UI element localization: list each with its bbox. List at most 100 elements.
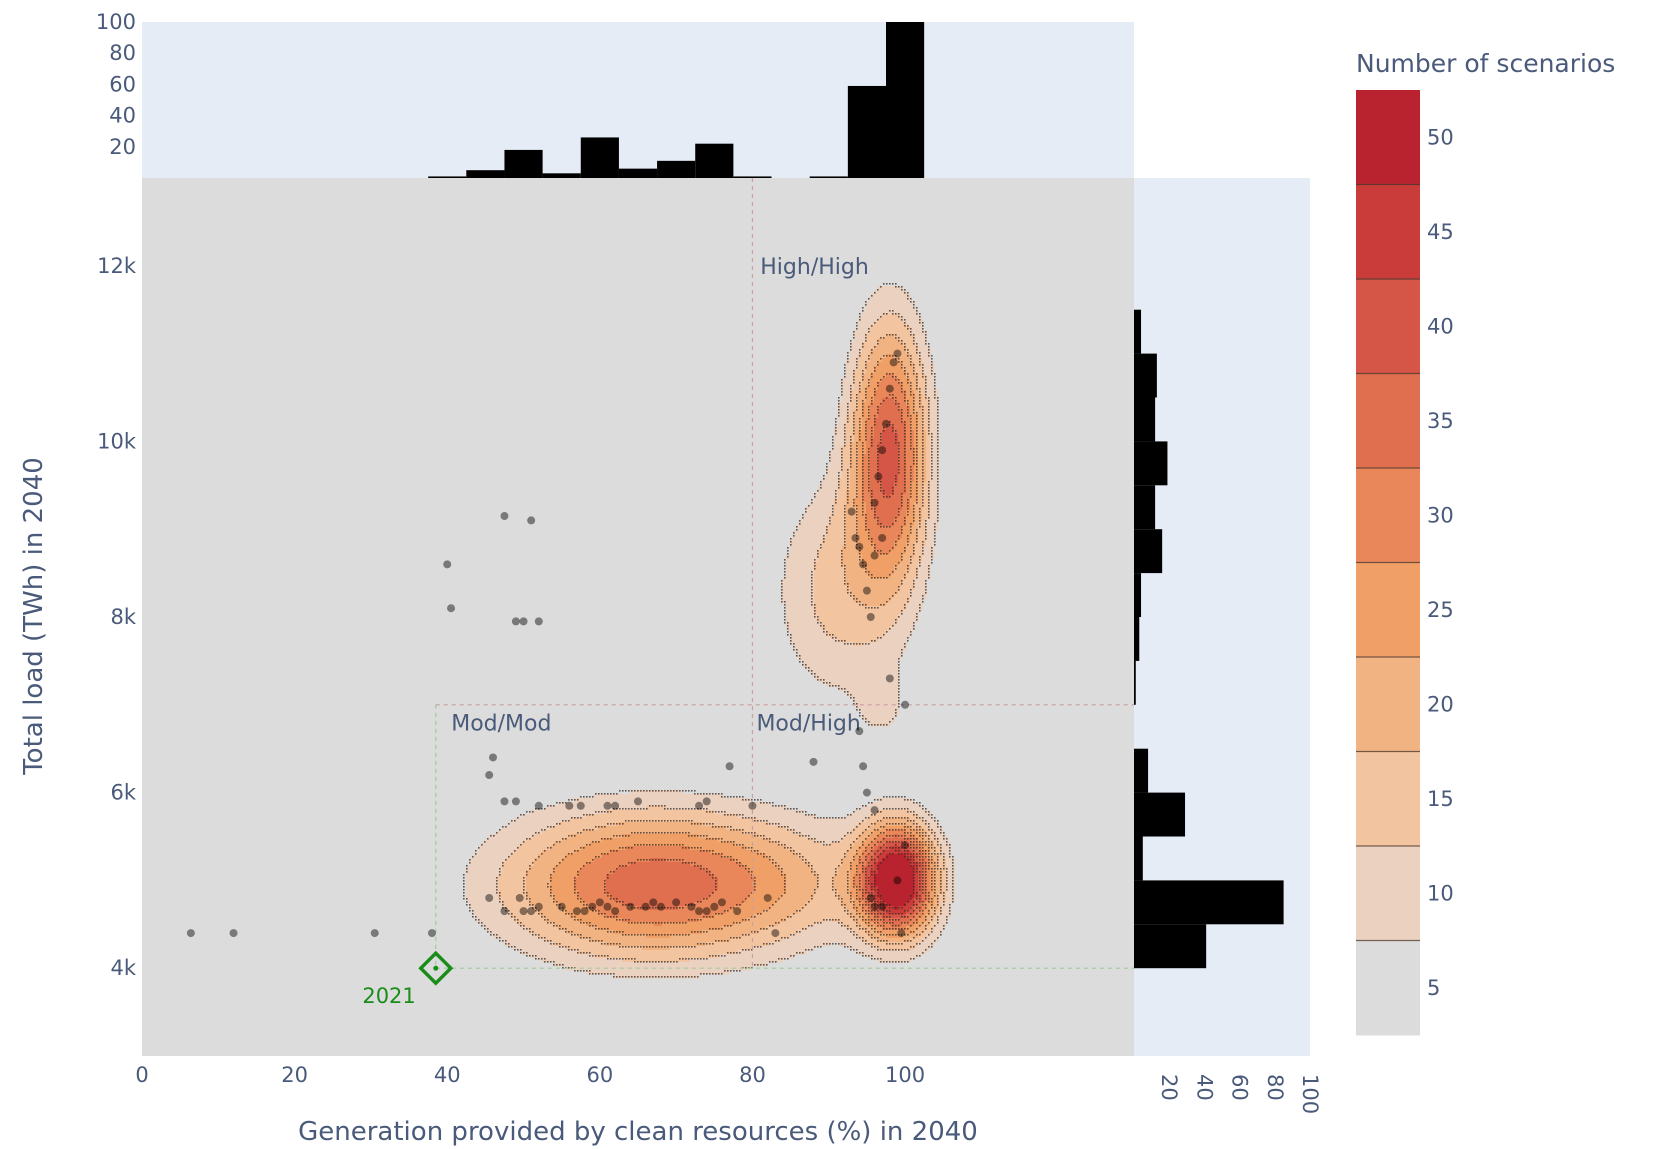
contour-line	[709, 838, 711, 840]
contour-line	[505, 910, 507, 912]
contour-line	[529, 898, 531, 900]
contour-line	[607, 931, 609, 933]
contour-line	[574, 817, 576, 819]
contour-line	[916, 418, 918, 420]
contour-line	[673, 946, 675, 948]
contour-line	[928, 496, 930, 498]
contour-line	[634, 946, 636, 948]
contour-line	[865, 394, 867, 396]
contour-line	[634, 976, 636, 978]
contour-cell	[862, 562, 899, 567]
contour-line	[754, 835, 756, 837]
contour-line	[574, 889, 576, 891]
contour-cell	[834, 502, 847, 507]
contour-line	[910, 865, 912, 867]
contour-line	[712, 943, 714, 945]
contour-cell	[870, 410, 879, 415]
contour-line	[937, 439, 939, 441]
contour-line	[925, 928, 927, 930]
contour-line	[880, 919, 882, 921]
contour-cell	[558, 802, 771, 807]
contour-line	[883, 961, 885, 963]
contour-line	[475, 916, 477, 918]
contour-line	[859, 352, 861, 354]
right-histogram-bar	[1134, 924, 1207, 969]
contour-cell	[466, 866, 503, 871]
contour-line	[751, 832, 753, 834]
contour-cell	[906, 914, 915, 919]
contour-cell	[926, 478, 931, 483]
contour-line	[871, 439, 873, 441]
contour-cell	[862, 494, 871, 499]
contour-line	[817, 616, 819, 618]
contour-line	[652, 844, 654, 846]
contour-cell	[846, 582, 903, 587]
contour-cell	[526, 870, 555, 875]
contour-line	[673, 832, 675, 834]
contour-line	[505, 907, 507, 909]
contour-cell	[874, 366, 903, 371]
contour-cell	[886, 902, 907, 907]
contour-line	[736, 937, 738, 939]
contour-line	[904, 520, 906, 522]
contour-line	[859, 604, 861, 606]
contour-line	[553, 895, 555, 897]
contour-line	[676, 790, 678, 792]
contour-line	[607, 943, 609, 945]
contour-line	[760, 913, 762, 915]
scatter-point	[733, 907, 742, 916]
contour-cell	[946, 882, 955, 887]
contour-cell	[862, 902, 867, 907]
contour-cell	[866, 370, 875, 375]
contour-cell	[874, 894, 879, 899]
contour-line	[850, 931, 852, 933]
contour-line	[610, 838, 612, 840]
contour-line	[898, 691, 900, 693]
contour-line	[832, 877, 834, 879]
contour-line	[706, 808, 708, 810]
contour-line	[811, 592, 813, 594]
contour-cell	[474, 910, 511, 915]
contour-line	[508, 910, 510, 912]
contour-cell	[878, 286, 903, 291]
contour-cell	[562, 858, 595, 863]
contour-line	[907, 382, 909, 384]
contour-line	[838, 475, 840, 477]
contour-cell	[794, 534, 827, 539]
contour-cell	[914, 834, 923, 839]
contour-line	[916, 898, 918, 900]
contour-line	[835, 892, 837, 894]
contour-line	[811, 586, 813, 588]
contour-line	[703, 868, 705, 870]
contour-line	[538, 832, 540, 834]
contour-line	[583, 847, 585, 849]
contour-line	[532, 934, 534, 936]
contour-line	[883, 859, 885, 861]
contour-line	[595, 826, 597, 828]
contour-line	[928, 421, 930, 423]
contour-cell	[906, 602, 923, 607]
contour-line	[688, 835, 690, 837]
contour-line	[928, 946, 930, 948]
contour-cell	[826, 682, 899, 687]
top-histogram-bar	[657, 160, 696, 178]
contour-line	[850, 457, 852, 459]
contour-line	[910, 925, 912, 927]
contour-cell	[918, 494, 923, 499]
contour-line	[619, 958, 621, 960]
contour-cell	[882, 914, 907, 919]
contour-cell	[922, 482, 931, 487]
contour-line	[871, 349, 873, 351]
scatter-point	[702, 907, 711, 916]
contour-line	[859, 556, 861, 558]
contour-cell	[554, 894, 579, 899]
contour-line	[910, 328, 912, 330]
contour-cell	[482, 922, 519, 927]
contour-line	[907, 376, 909, 378]
contour-line	[922, 547, 924, 549]
contour-line	[622, 976, 624, 978]
contour-line	[865, 838, 867, 840]
contour-line	[931, 856, 933, 858]
contour-cell	[910, 938, 923, 943]
contour-cell	[826, 534, 847, 539]
